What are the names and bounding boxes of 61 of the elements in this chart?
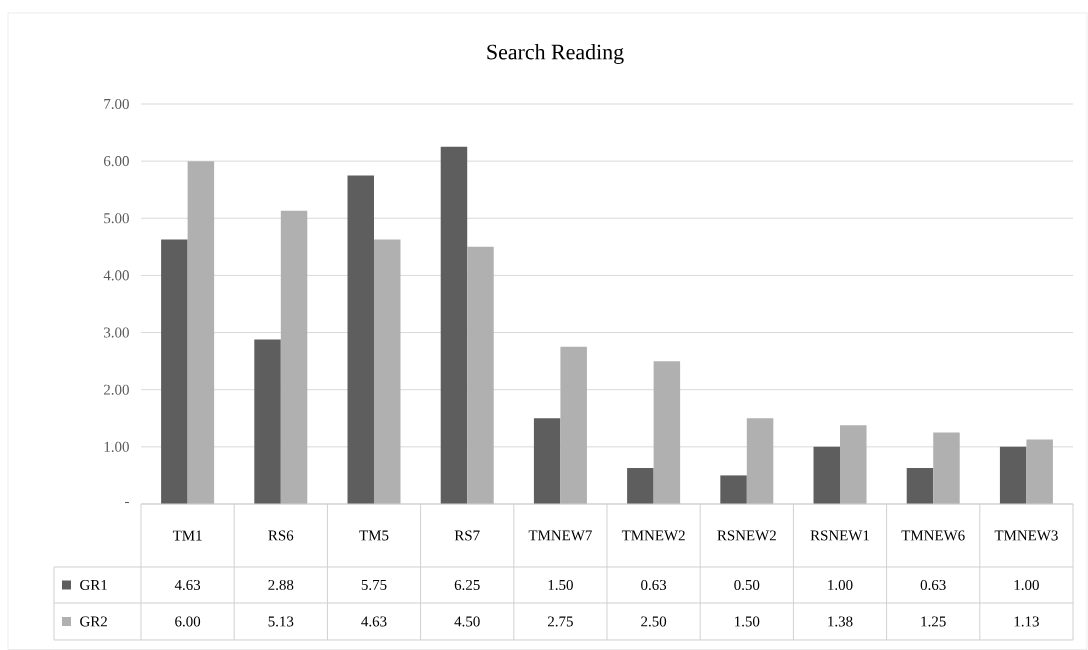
bar <box>720 475 747 504</box>
y-tick-label: 5.00 <box>104 213 129 224</box>
bar <box>347 175 375 504</box>
x-tick-label: TMNEW6 <box>901 530 965 541</box>
x-tick-label: RSNEW1 <box>810 530 869 541</box>
x-tick-label: RS6 <box>268 530 294 541</box>
bar <box>746 418 774 504</box>
bar <box>840 425 867 504</box>
bar <box>813 446 841 504</box>
data-label: 1.00 <box>1014 579 1039 591</box>
legend-label: GR2 <box>80 616 107 627</box>
bar <box>560 346 587 504</box>
bar <box>533 418 561 504</box>
bar <box>1026 439 1053 504</box>
data-label: 0.63 <box>920 579 946 591</box>
x-tick-label: TMNEW3 <box>994 530 1058 541</box>
x-tick-label: TMNEW2 <box>621 530 685 541</box>
data-label: 5.75 <box>361 579 387 590</box>
data-label: 1.50 <box>735 616 760 627</box>
bar <box>467 246 494 504</box>
data-label: 0.63 <box>641 579 667 591</box>
data-label: 4.63 <box>174 579 201 591</box>
data-label: 1.13 <box>1014 616 1039 627</box>
data-label: 4.63 <box>361 616 387 627</box>
bar <box>374 239 401 504</box>
x-tick-label: TMNEW7 <box>528 530 592 541</box>
data-label: 4.50 <box>454 616 480 627</box>
bar <box>254 339 281 504</box>
bar <box>280 210 308 504</box>
y-tick-label: 1.00 <box>104 441 129 452</box>
bar <box>161 239 188 504</box>
data-label: 1.38 <box>828 616 853 627</box>
data-label: 5.13 <box>268 616 294 627</box>
legend-label: GR1 <box>80 579 107 590</box>
data-label: 0.50 <box>734 579 760 591</box>
data-label: 1.50 <box>548 579 573 591</box>
y-tick-label: 3.00 <box>104 327 129 338</box>
bar <box>440 146 468 504</box>
chart-title: Search Reading <box>487 44 624 64</box>
data-label: 6.00 <box>175 616 201 627</box>
x-tick-label: RSNEW2 <box>717 530 776 541</box>
y-tick-label: 7.00 <box>104 98 129 110</box>
y-tick-label: 2.00 <box>103 384 129 395</box>
data-label: 2.75 <box>547 616 573 627</box>
bar <box>906 467 934 504</box>
x-tick-label: RS7 <box>454 530 480 541</box>
x-tick-label: TM5 <box>359 530 389 541</box>
data-label: 1.25 <box>921 616 946 627</box>
bar <box>933 432 960 504</box>
data-label: 6.25 <box>454 579 480 591</box>
data-label: 1.00 <box>828 579 853 591</box>
data-label: 2.88 <box>268 579 294 591</box>
bar <box>627 467 654 504</box>
y-tick-label: - <box>125 501 129 504</box>
bar <box>187 161 215 504</box>
y-tick-label: 6.00 <box>103 156 129 167</box>
data-label: 2.50 <box>641 616 667 627</box>
x-tick-label: TM1 <box>172 530 202 541</box>
bar <box>999 446 1027 504</box>
bar <box>653 361 681 504</box>
y-tick-label: 4.00 <box>103 270 129 281</box>
